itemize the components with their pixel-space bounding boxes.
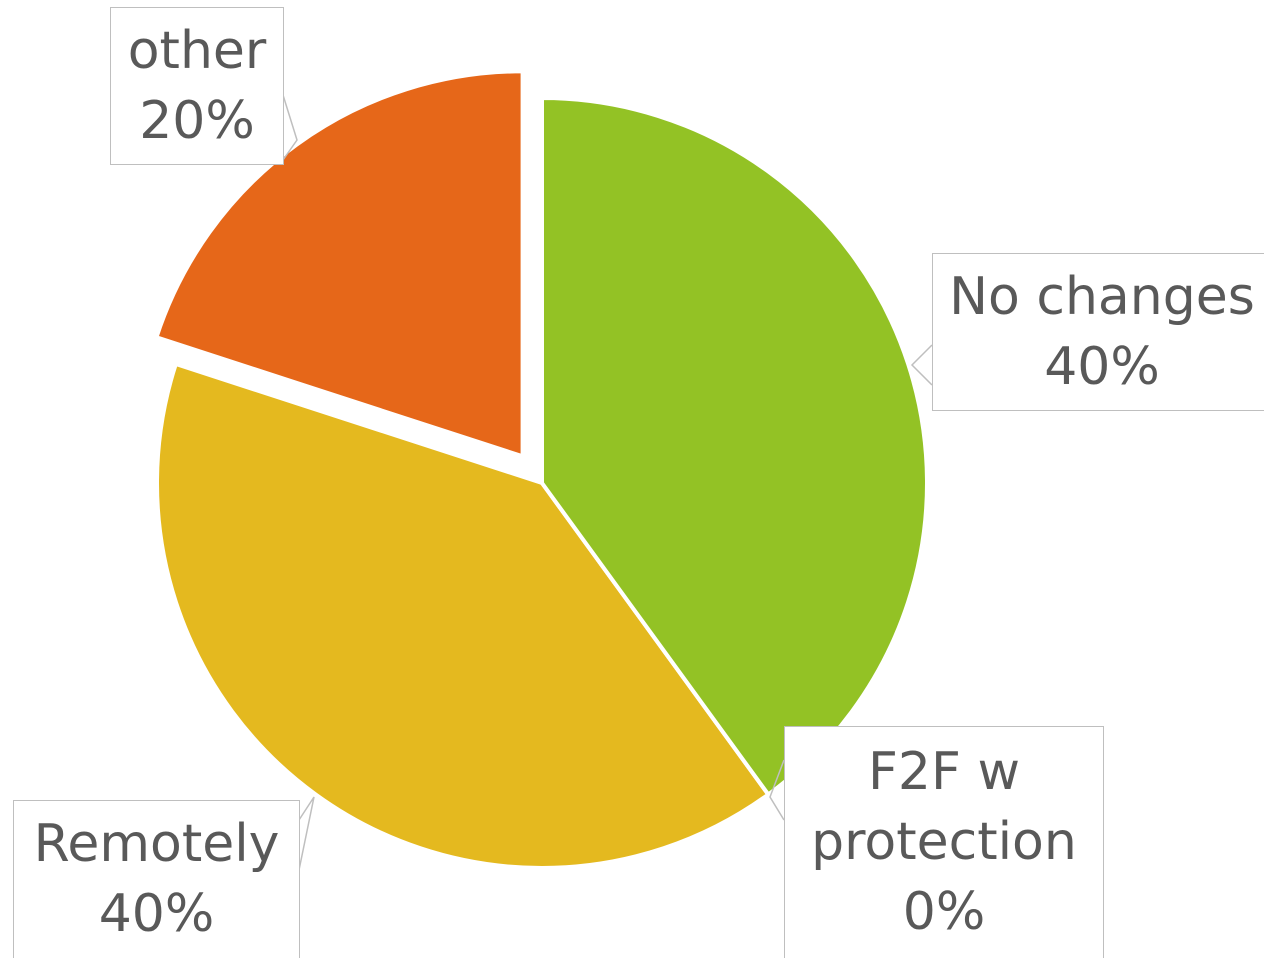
data-label: Remotely 40% [13,800,300,958]
leader-line [910,344,933,386]
value-label: 40% [1044,337,1160,397]
data-label: No changes 40% [932,253,1264,411]
data-label: F2F w protection 0% [784,726,1104,958]
value-label: 20% [139,91,255,151]
leader-line [282,94,298,161]
value-label: 0% [902,882,986,942]
pie-slice [540,95,929,798]
category-name: No changes [949,267,1255,327]
data-label: other 20% [110,7,284,165]
pie-slice [155,361,772,871]
category-name: F2F w protection [811,742,1077,872]
leader-line [769,759,785,821]
leader-line [298,796,315,871]
value-label: 40% [98,884,215,944]
pie-slice [153,69,525,460]
category-name: other [127,21,267,81]
leader-lines [282,94,933,871]
category-name: Remotely [33,814,280,874]
